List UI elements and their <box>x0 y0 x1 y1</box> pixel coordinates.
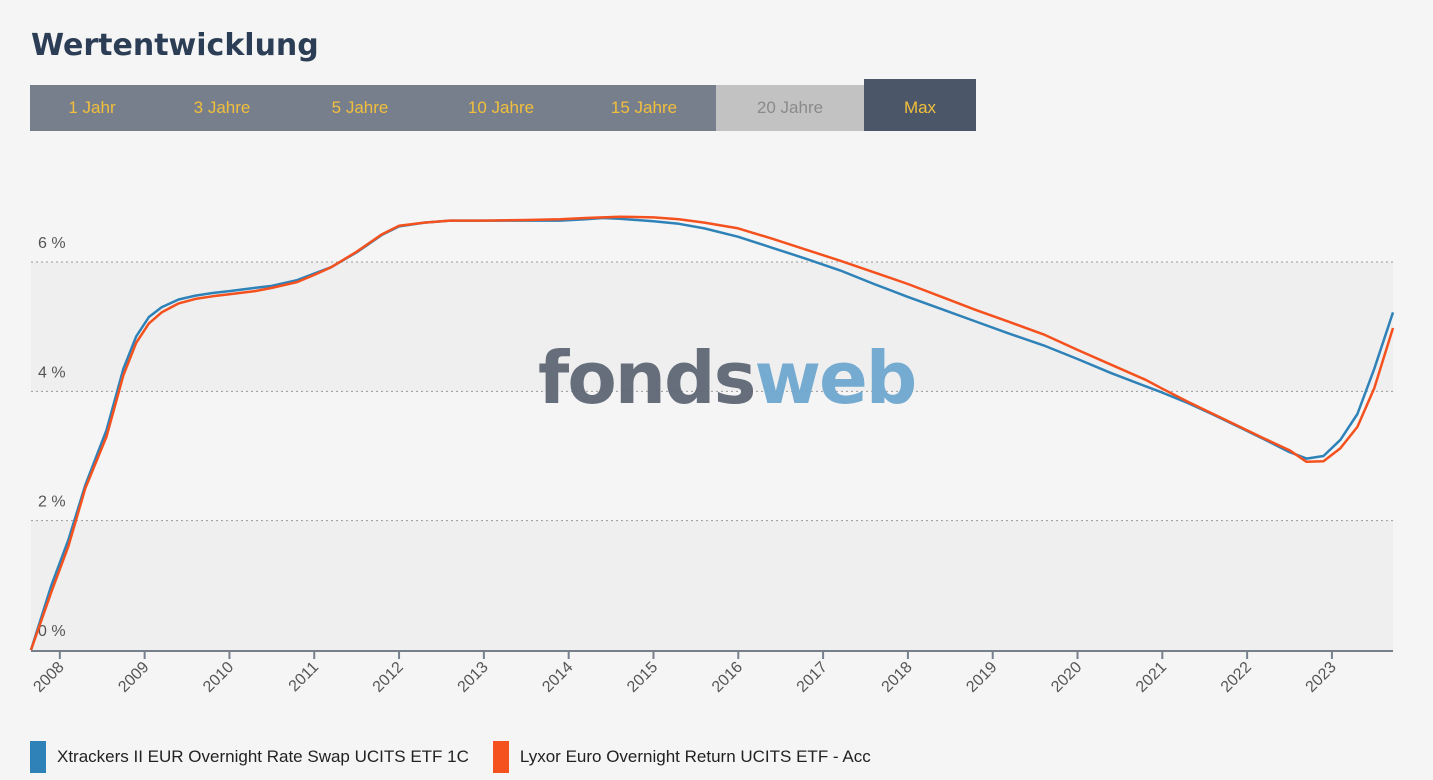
x-tick-label: 2011 <box>286 659 322 695</box>
x-tick-label: 2016 <box>709 659 746 696</box>
x-tick-label: 2015 <box>624 659 661 696</box>
x-tick-label: 2022 <box>1218 659 1255 696</box>
x-tick-label: 2009 <box>115 659 152 696</box>
grid-band-4-6 <box>31 262 1393 392</box>
legend-label-lyxor: Lyxor Euro Overnight Return UCITS ETF - … <box>519 747 871 766</box>
x-tick-label: 2010 <box>200 659 237 696</box>
y-tick-label: 4 % <box>38 364 66 381</box>
tab-5-jahre[interactable]: 5 Jahre <box>290 85 430 131</box>
x-tick-label: 2018 <box>879 659 916 696</box>
y-axis-labels: 0 % 2 % 4 % 6 % <box>38 235 66 640</box>
series-line-2 <box>29 215 1395 651</box>
tab-20-jahre[interactable]: 20 Jahre <box>716 85 864 131</box>
page-title: Wertentwicklung <box>31 28 319 63</box>
x-tick-label: 2013 <box>455 659 492 696</box>
series-lines <box>29 215 1395 651</box>
watermark-fonds: fonds <box>538 336 754 420</box>
x-axis-ticks: 2008 2009 2010 2011 2012 2013 2014 2015 2016 2017… <box>30 651 1340 696</box>
tab-3-jahre[interactable]: 3 Jahre <box>154 85 290 131</box>
x-tick-label: 2023 <box>1303 659 1340 696</box>
x-tick-label: 2008 <box>30 659 67 696</box>
chart-area: 0 % 2 % 4 % 6 % fonds web 2008 2009 2010 2011 2… <box>0 150 1433 720</box>
y-tick-label: 2 % <box>38 494 66 511</box>
x-tick-label: 2019 <box>963 659 1000 696</box>
x-tick-label: 2012 <box>370 659 407 696</box>
tab-15-jahre[interactable]: 15 Jahre <box>572 85 716 131</box>
legend-item-xtrackers[interactable]: Xtrackers II EUR Overnight Rate Swap UCI… <box>30 741 469 773</box>
x-tick-label: 2020 <box>1048 659 1085 696</box>
x-tick-label: 2017 <box>794 659 831 696</box>
legend-label-xtrackers: Xtrackers II EUR Overnight Rate Swap UCI… <box>57 747 469 766</box>
legend-swatch-lyxor <box>492 741 509 773</box>
watermark-web: web <box>754 336 915 420</box>
legend-item-lyxor[interactable]: Lyxor Euro Overnight Return UCITS ETF - … <box>492 741 871 773</box>
period-tabs: 1 Jahr 3 Jahre 5 Jahre 10 Jahre 15 Jahre… <box>30 79 976 131</box>
grid-bands <box>31 262 1393 650</box>
y-tick-label: 6 % <box>38 235 66 252</box>
grid-band-0-2 <box>31 520 1393 650</box>
tab-max[interactable]: Max <box>864 79 976 131</box>
y-tick-label: 0 % <box>38 623 66 640</box>
legend: Xtrackers II EUR Overnight Rate Swap UCI… <box>30 741 871 773</box>
tab-10-jahre[interactable]: 10 Jahre <box>430 85 572 131</box>
x-tick-label: 2014 <box>539 659 576 696</box>
x-tick-label: 2021 <box>1133 659 1170 696</box>
tab-1-jahr[interactable]: 1 Jahr <box>30 85 154 131</box>
legend-swatch-xtrackers <box>30 741 46 773</box>
performance-chart: 0 %2 %4 %6 % fonds web 2008 2009 2010 2011 2… <box>29 215 1395 696</box>
